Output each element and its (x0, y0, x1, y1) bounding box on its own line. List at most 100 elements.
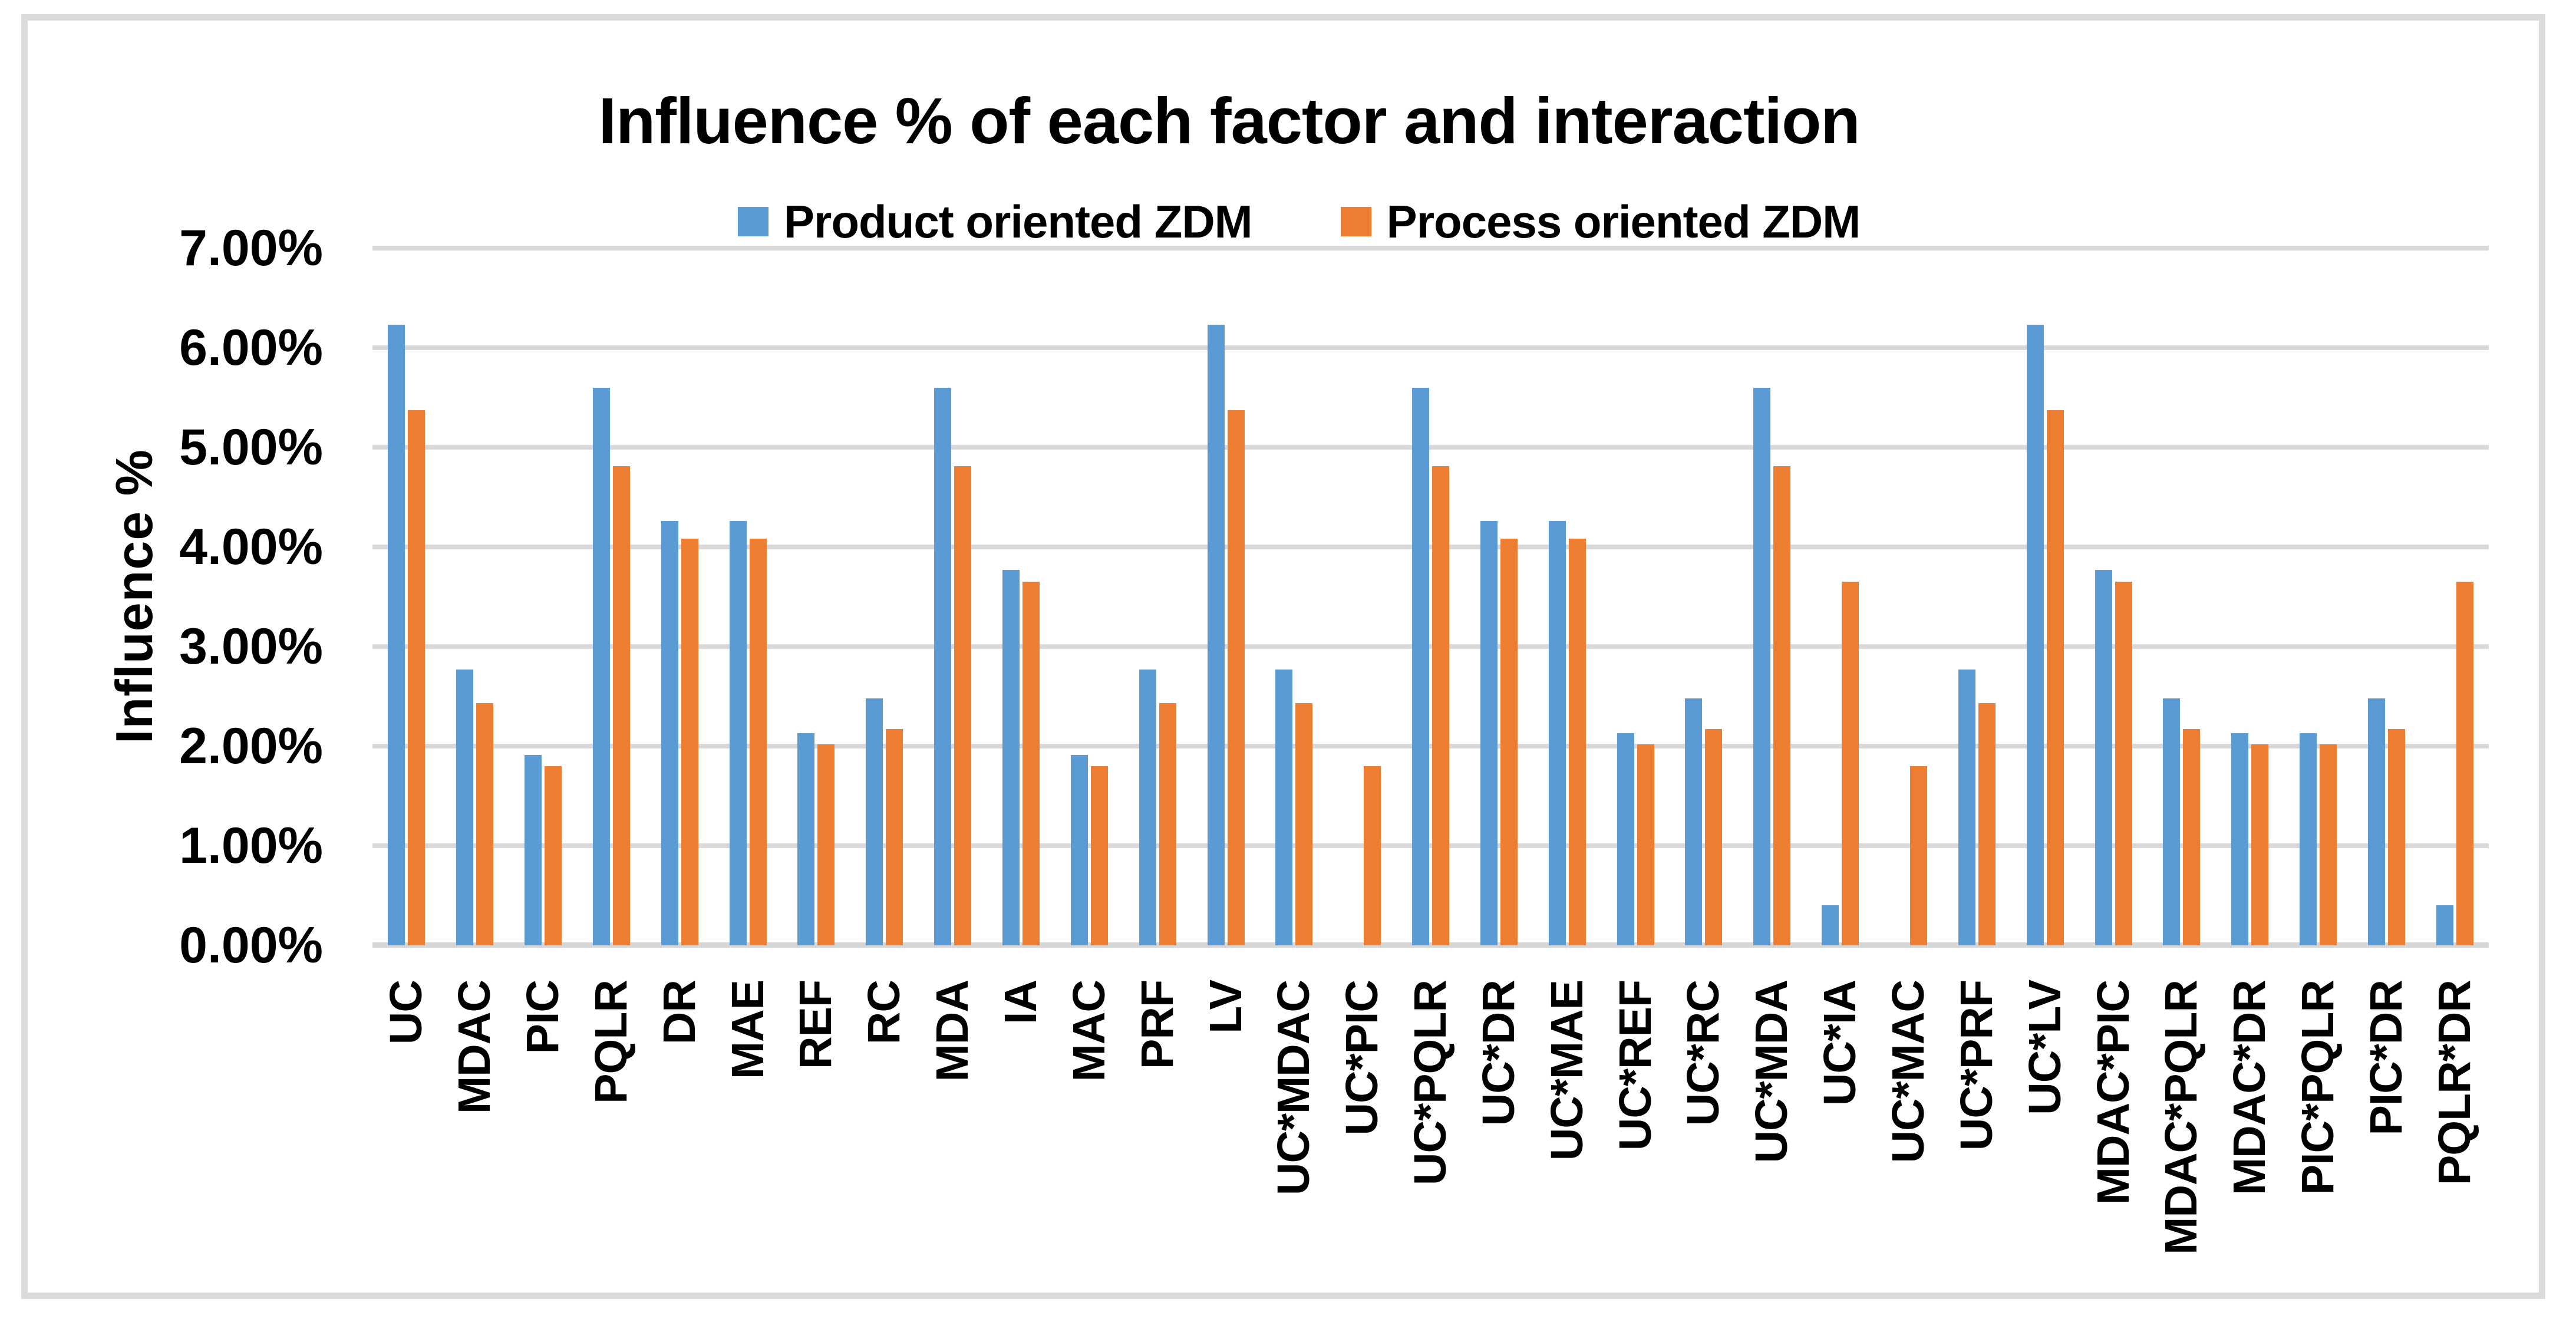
x-axis-label-cell: PQLR (578, 980, 646, 1298)
bar-group-PQLR (578, 248, 646, 945)
bar-group-PIC*PQLR (2284, 248, 2353, 945)
bar-group-MDA (919, 248, 987, 945)
bar-product-MDAC*PIC (2095, 569, 2112, 945)
x-axis-label-cell: UC*PIC (1328, 980, 1397, 1298)
gridline (372, 246, 2489, 250)
bar-product-UC (388, 325, 405, 945)
bar-product-UC*MAE (1548, 521, 1566, 945)
bar-product-UC*MDAC (1275, 669, 1293, 945)
bar-product-MDAC*DR (2231, 733, 2249, 945)
y-axis-tick-label: 6.00% (179, 319, 323, 376)
x-axis-label-cell: PIC*DR (2352, 980, 2420, 1298)
x-axis-label: UC*PRF (1951, 980, 2002, 1151)
bar-group-UC*MDA (1738, 248, 1806, 945)
x-axis-label: LV (1200, 980, 1251, 1034)
x-axis-label-cell: UC*REF (1601, 980, 1670, 1298)
bar-group-UC*REF (1601, 248, 1670, 945)
bar-process-MDA (954, 466, 972, 945)
bar-group-PRF (1123, 248, 1192, 945)
x-axis-label: MDAC*PIC (2087, 980, 2139, 1205)
bar-group-UC*MAE (1533, 248, 1601, 945)
x-axis-label: MAE (722, 980, 773, 1080)
x-axis-label-cell: UC*MAC (1875, 980, 1943, 1298)
x-axis-label-cell: PIC (509, 980, 578, 1298)
bar-process-UC*MAE (1568, 539, 1586, 945)
bar-group-UC*RC (1670, 248, 1738, 945)
bar-process-PQLR*DR (2456, 582, 2473, 945)
bar-group-RC (850, 248, 919, 945)
bar-group-MAE (714, 248, 782, 945)
x-axis-label-cell: UC*RC (1670, 980, 1738, 1298)
x-axis-label-cell: MDA (919, 980, 987, 1298)
x-axis-label-cell: MDAC*DR (2216, 980, 2284, 1298)
x-axis-label: DR (654, 980, 705, 1045)
x-axis-label-cell: RC (850, 980, 919, 1298)
x-axis-label-cell: PQLR*DR (2420, 980, 2489, 1298)
x-axis-label-cell: UC*IA (1806, 980, 1875, 1298)
gridline (372, 445, 2489, 450)
bar-process-UC*PRF (1978, 703, 1996, 945)
x-axis-label: UC*MAC (1882, 980, 1934, 1163)
bar-product-UC*PQLR (1412, 387, 1430, 945)
x-axis-label: PRF (1132, 980, 1183, 1069)
x-axis-label: PQLR (585, 980, 636, 1104)
bar-process-RC (886, 729, 903, 945)
bar-process-PRF (1159, 703, 1176, 945)
gridline (372, 843, 2489, 849)
bar-product-PQLR*DR (2436, 905, 2453, 945)
bar-process-UC*MAC (1909, 766, 1927, 945)
x-axis-label-cell: PIC*PQLR (2284, 980, 2353, 1298)
x-axis-label: UC*PQLR (1405, 980, 1456, 1186)
y-axis-tick-label: 2.00% (179, 718, 323, 774)
y-axis-tick-label: 1.00% (179, 817, 323, 874)
bar-process-PIC*DR (2387, 729, 2405, 945)
bar-process-MAC (1090, 766, 1108, 945)
bar-group-IA (987, 248, 1056, 945)
x-axis-label-cell: UC*PRF (1942, 980, 2011, 1298)
bar-group-DR (645, 248, 714, 945)
x-axis-label-cell: MDAC (441, 980, 509, 1298)
bar-process-MDAC (476, 703, 494, 945)
x-axis-label: IA (995, 980, 1047, 1024)
bar-process-MAE (749, 539, 767, 945)
x-axis-label: UC*RC (1678, 980, 1729, 1126)
bar-product-MAC (1070, 755, 1088, 945)
y-axis-tick-labels: 0.00% 1.00% 2.00% 3.00% 4.00% 5.00% 6.00% 7.00% (0, 223, 323, 971)
x-axis-label-cell: IA (987, 980, 1056, 1298)
bar-group-MDAC*PQLR (2148, 248, 2216, 945)
x-axis-label: PQLR*DR (2429, 980, 2480, 1186)
bar-group-UC*MDAC (1260, 248, 1328, 945)
x-axis-label-cell: MDAC*PIC (2079, 980, 2148, 1298)
x-axis-label: UC*PIC (1337, 980, 1388, 1136)
bar-process-UC*DR (1500, 539, 1518, 945)
x-axis-label-cell: REF (782, 980, 850, 1298)
x-axis-label: UC*MAE (1541, 980, 1592, 1161)
legend-item-product: Product oriented ZDM (738, 195, 1253, 249)
x-axis-label: UC*MDAC (1268, 980, 1320, 1196)
bar-group-UC*PQLR (1397, 248, 1465, 945)
gridline (372, 545, 2489, 550)
y-axis-tick-label: 0.00% (179, 917, 323, 974)
x-axis-label: UC*LV (2019, 980, 2070, 1115)
legend-item-process: Process oriented ZDM (1340, 195, 1861, 249)
bar-product-PRF (1139, 669, 1156, 945)
bar-product-UC*PRF (1958, 669, 1975, 945)
x-axis-label: MDAC*PQLR (2156, 980, 2207, 1255)
chart-title: Influence % of each factor and interacti… (598, 84, 1860, 157)
bar-product-REF (797, 733, 815, 945)
legend-label-process: Process oriented ZDM (1386, 195, 1861, 248)
bar-product-PIC*DR (2367, 698, 2385, 945)
bar-group-PQLR*DR (2420, 248, 2489, 945)
bar-process-UC*MDAC (1295, 703, 1313, 945)
x-axis-label: MDAC (449, 980, 500, 1114)
x-axis-label: UC*IA (1815, 980, 1866, 1106)
bar-group-MDAC (441, 248, 509, 945)
bar-process-PQLR (612, 466, 630, 945)
bar-process-UC*REF (1637, 744, 1654, 945)
bar-product-UC*IA (1822, 905, 1839, 945)
bar-process-MDAC*PQLR (2183, 729, 2201, 945)
bar-group-MDAC*PIC (2079, 248, 2148, 945)
legend-label-product: Product oriented ZDM (784, 195, 1253, 248)
bar-process-DR (681, 539, 698, 945)
